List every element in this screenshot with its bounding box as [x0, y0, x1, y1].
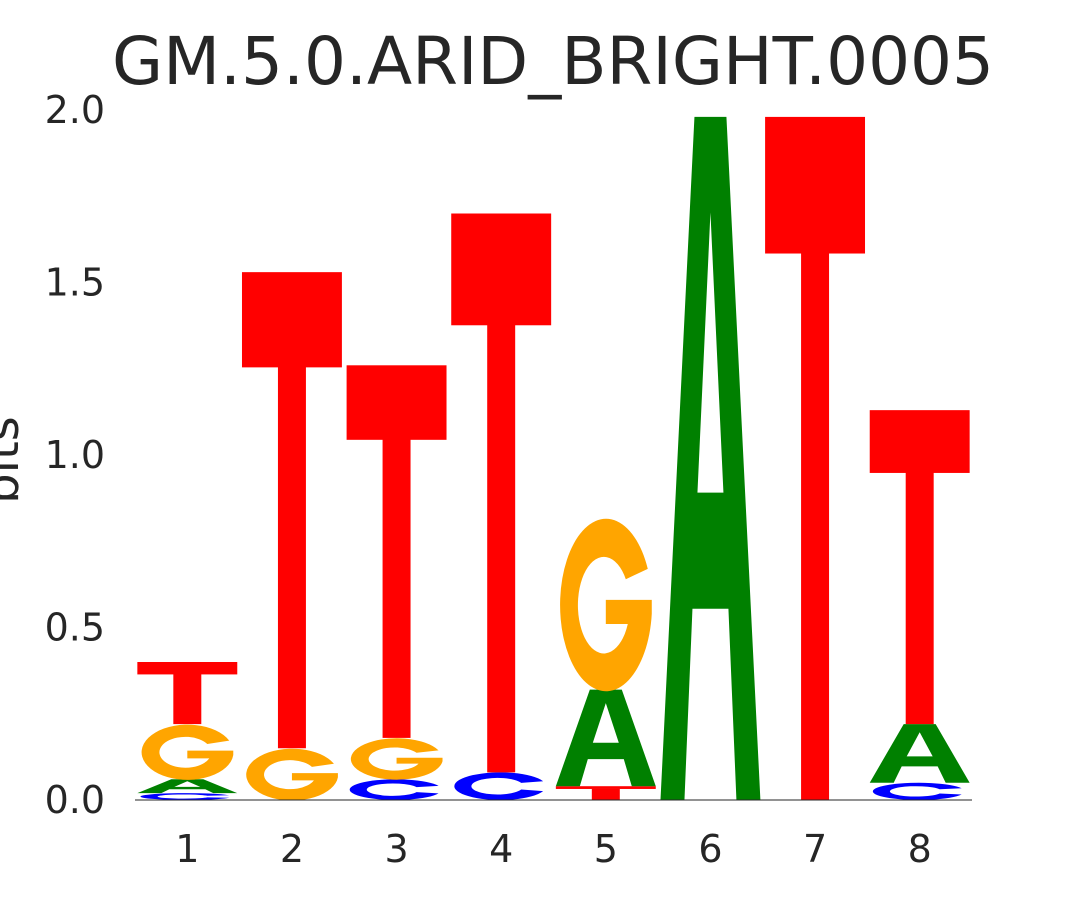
- x-tick-label: 5: [594, 827, 618, 871]
- letter-T-pos1: [137, 662, 238, 725]
- letter-A-pos1: [137, 779, 238, 794]
- letter-C-pos4: [454, 772, 544, 800]
- x-axis-ticks: 1 2 3 4 5 6 7 8: [175, 827, 932, 871]
- letter-A-pos5: [555, 689, 656, 787]
- letter-T-pos4: [451, 213, 552, 773]
- letter-T-pos3: [346, 365, 447, 738]
- logo-letters: [137, 116, 970, 801]
- x-tick-label: 8: [908, 827, 932, 871]
- letter-A-pos8: [869, 724, 970, 783]
- y-axis-ticks: 0.0 0.5 1.0 1.5 2.0: [45, 88, 105, 822]
- letter-G-pos5: [560, 518, 652, 692]
- letter-G-pos3: [350, 738, 443, 780]
- letter-T-pos7: [765, 116, 866, 801]
- x-tick-label: 3: [384, 827, 408, 871]
- letter-C-pos1: [140, 793, 230, 800]
- x-tick-label: 1: [175, 827, 199, 871]
- letter-C-pos8: [872, 782, 962, 800]
- x-tick-label: 6: [698, 827, 722, 871]
- y-tick-label: 1.0: [45, 433, 105, 477]
- letter-G-pos2: [246, 748, 338, 801]
- letter-T-pos2: [241, 272, 342, 749]
- letter-T-pos8: [869, 410, 970, 725]
- x-tick-label: 4: [489, 827, 513, 871]
- y-tick-label: 0.0: [45, 778, 105, 822]
- y-tick-label: 1.5: [45, 261, 105, 305]
- x-tick-label: 2: [280, 827, 304, 871]
- y-tick-label: 2.0: [45, 88, 105, 132]
- letter-G-pos1: [141, 724, 234, 780]
- y-tick-label: 0.5: [45, 606, 105, 650]
- y-axis-label: bits: [0, 416, 30, 504]
- x-tick-label: 7: [803, 827, 827, 871]
- letter-T-pos5: [555, 786, 656, 800]
- letter-A-pos6: [660, 116, 761, 800]
- letter-C-pos3: [349, 779, 439, 800]
- chart-title: GM.5.0.ARID_BRIGHT.0005: [112, 23, 994, 100]
